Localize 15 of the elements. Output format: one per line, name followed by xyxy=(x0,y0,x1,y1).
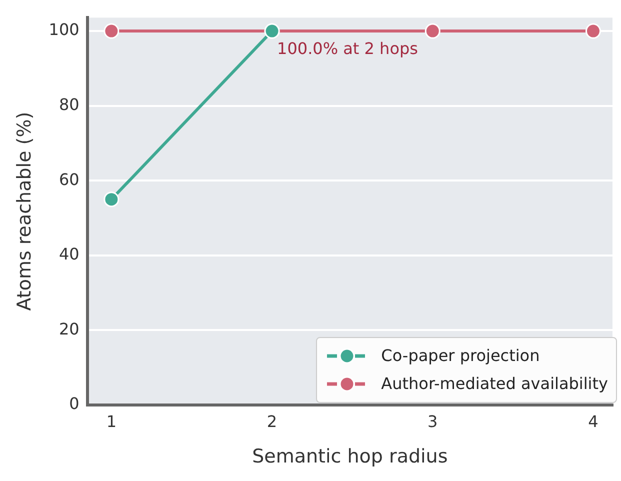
y-tick-label: 0 xyxy=(69,394,80,414)
legend-label: Author-mediated availability xyxy=(381,373,608,395)
x-axis-title: Semantic hop radius xyxy=(252,446,448,468)
annotation: 100.0% at 2 hops xyxy=(277,39,418,58)
legend-label: Co-paper projection xyxy=(381,345,540,367)
y-tick-label: 60 xyxy=(58,170,80,189)
y-tick-label: 20 xyxy=(58,319,80,338)
y-tick-label: 100 xyxy=(48,20,80,40)
x-tick-label: 1 xyxy=(106,412,117,431)
x-tick-label: 4 xyxy=(588,412,598,431)
y-axis-title: Atoms reachable (%) xyxy=(13,112,36,311)
x-tick-label: 3 xyxy=(428,412,438,431)
y-tick-label: 40 xyxy=(58,244,80,264)
x-tick-label: 2 xyxy=(266,412,278,431)
y-tick-label: 80 xyxy=(58,95,80,114)
